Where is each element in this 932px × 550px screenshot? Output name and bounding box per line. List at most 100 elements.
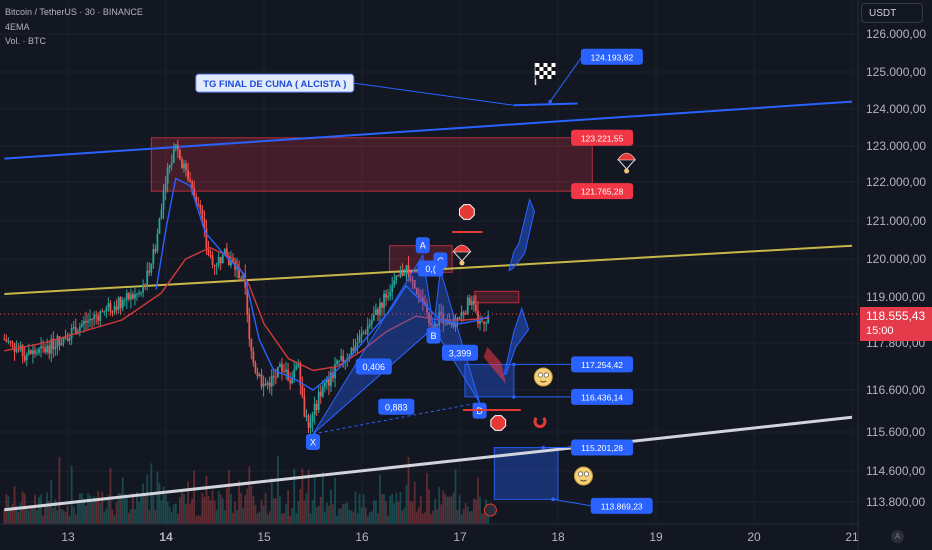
volume-bar: [232, 512, 234, 524]
volume-bar: [413, 481, 416, 524]
point-a-bg: [415, 237, 430, 254]
time-axis[interactable]: 13 14 15 16 17 18 19 20 21: [0, 523, 859, 544]
volume-bar: [162, 486, 165, 524]
volume-bar: [170, 512, 173, 524]
candle-body: [317, 391, 320, 410]
volume-bar: [134, 509, 136, 524]
candle-body: [325, 378, 328, 383]
volume-bar: [268, 511, 271, 524]
volume-bar: [250, 486, 253, 524]
volume-bar: [344, 503, 347, 524]
candle-body: [368, 324, 371, 327]
volume-bar: [99, 502, 102, 524]
leader-line: [549, 56, 583, 102]
ratio-label: 0,(: [425, 264, 436, 274]
x-tick-label: 19: [649, 530, 663, 544]
candle-body: [199, 204, 202, 210]
point-d: D: [476, 406, 483, 416]
volume-bar: [360, 507, 363, 524]
candle-body: [287, 369, 289, 381]
candle-body: [421, 297, 424, 302]
volume-bar: [450, 496, 453, 524]
volume-bar: [423, 512, 426, 524]
volume-bar: [68, 515, 71, 524]
volume-bar: [72, 507, 75, 524]
stop-sign-icon: [458, 204, 475, 220]
candle-body: [166, 168, 169, 184]
volume-bar: [174, 503, 177, 524]
candle-body: [142, 284, 145, 293]
candle-body: [387, 296, 390, 298]
volume-bar: [248, 466, 251, 524]
alert-icon: [483, 503, 497, 517]
volume-bar: [454, 469, 457, 524]
volume-bar: [401, 510, 404, 524]
volume-bar: [27, 510, 30, 524]
candle-body: [358, 336, 361, 343]
candle-body: [340, 355, 343, 361]
candle-body: [40, 346, 42, 349]
finish-flag-icon: [551, 75, 556, 79]
volume-bar: [111, 509, 114, 524]
candle-body: [279, 364, 281, 367]
volume-bar: [456, 510, 459, 524]
volume-bar: [215, 509, 218, 524]
candle-body: [362, 332, 365, 334]
parachute-icon: [452, 244, 472, 253]
symbol-title: Bitcoin / TetherUS · 30 · BINANCE: [5, 7, 143, 17]
currency-button[interactable]: USDT: [861, 3, 923, 23]
volume-bar: [189, 503, 191, 524]
volume-bar: [115, 502, 118, 524]
candle-body: [397, 275, 400, 277]
candle-body: [158, 218, 161, 235]
volume-bar: [178, 497, 181, 524]
volume-bar: [119, 493, 122, 524]
volume-bar: [348, 509, 351, 524]
volume-bar: [123, 493, 126, 524]
candle-body: [227, 256, 230, 266]
leader-dot: [551, 497, 555, 502]
candle-body: [307, 415, 310, 428]
candle-body: [195, 196, 198, 204]
volume-bar: [260, 499, 263, 524]
price-axis[interactable]: 126.000,00 125.000,00 124.000,00 123.000,00…: [857, 0, 926, 550]
volume-bar: [132, 492, 134, 524]
volume-bar: [242, 508, 245, 524]
volume-bar: [70, 465, 73, 524]
volume-bar: [319, 496, 322, 524]
candle-body: [319, 391, 322, 397]
volume-bar: [58, 457, 61, 524]
candle-body: [305, 415, 308, 417]
volume-bar: [448, 496, 451, 524]
ratio-label: 0,406: [362, 362, 385, 372]
volume-bar: [127, 512, 130, 524]
candle-body: [172, 149, 175, 163]
finish-flag-icon: [547, 63, 552, 67]
ratio-label-bg: [378, 398, 415, 415]
candle-body: [238, 266, 240, 278]
volume-bar: [154, 509, 157, 524]
volume-bar: [225, 488, 228, 524]
zones: [150, 137, 593, 500]
candle-body: [29, 350, 32, 355]
candle-body: [395, 275, 398, 281]
candle-body: [95, 315, 98, 317]
projection-arrow-up-2: [503, 306, 530, 375]
volume-bar: [354, 491, 357, 524]
candle-body: [217, 256, 220, 265]
volume-label: Vol. · BTC: [5, 36, 47, 46]
volume-bar: [199, 515, 202, 524]
finish-flag-icon: [543, 63, 548, 67]
volume-bar: [346, 502, 349, 524]
auto-scale-button[interactable]: A: [891, 530, 904, 543]
candle-body: [5, 339, 8, 342]
small-red-zone: [474, 290, 520, 304]
volume-bar: [223, 510, 226, 524]
volume-bar: [340, 508, 343, 524]
volume-bar: [336, 515, 338, 524]
candle-body: [42, 346, 44, 348]
candle-body: [187, 169, 189, 180]
volume-bar: [211, 490, 214, 524]
volume-bar: [466, 506, 469, 524]
